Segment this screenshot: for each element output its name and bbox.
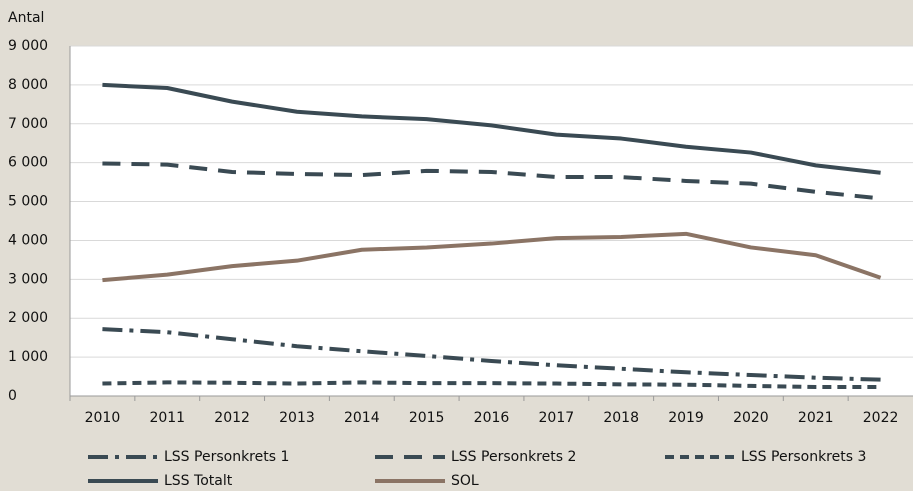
x-tick-label: 2017 [539, 410, 575, 426]
x-tick-label: 2016 [474, 410, 510, 426]
legend-label: LSS Totalt [164, 473, 233, 489]
line-series [102, 161, 881, 201]
y-tick-label: 7 000 [8, 116, 48, 132]
line-series [102, 231, 882, 283]
y-tick-label: 4 000 [8, 232, 48, 248]
x-tick-label: 2019 [668, 410, 704, 426]
legend-label: LSS Personkrets 1 [164, 449, 289, 465]
y-tick-label: 1 000 [8, 349, 48, 365]
y-axis-label: Antal [8, 10, 44, 26]
x-tick-label: 2011 [149, 410, 185, 426]
x-tick-label: 2015 [409, 410, 445, 426]
x-tick-label: 2013 [279, 410, 315, 426]
x-tick-label: 2012 [214, 410, 250, 426]
legend-label: SOL [451, 473, 479, 489]
y-tick-label: 0 [8, 388, 17, 404]
y-tick-label: 2 000 [8, 310, 48, 326]
y-tick-label: 8 000 [8, 77, 48, 93]
y-tick-label: 3 000 [8, 271, 48, 287]
legend-label: LSS Personkrets 2 [451, 449, 576, 465]
x-tick-label: 2010 [85, 410, 121, 426]
line-series [102, 327, 881, 382]
y-tick-label: 9 000 [8, 38, 48, 54]
x-tick-label: 2022 [863, 410, 899, 426]
x-tick-label: 2021 [798, 410, 834, 426]
legend-label: LSS Personkrets 3 [741, 449, 866, 465]
x-tick-label: 2020 [733, 410, 769, 426]
x-tick-label: 2018 [603, 410, 639, 426]
line-series [102, 380, 881, 390]
line-series [102, 82, 881, 175]
plot-area [70, 46, 913, 396]
y-tick-label: 6 000 [8, 155, 48, 171]
y-tick-label: 5 000 [8, 194, 48, 210]
x-tick-label: 2014 [344, 410, 380, 426]
